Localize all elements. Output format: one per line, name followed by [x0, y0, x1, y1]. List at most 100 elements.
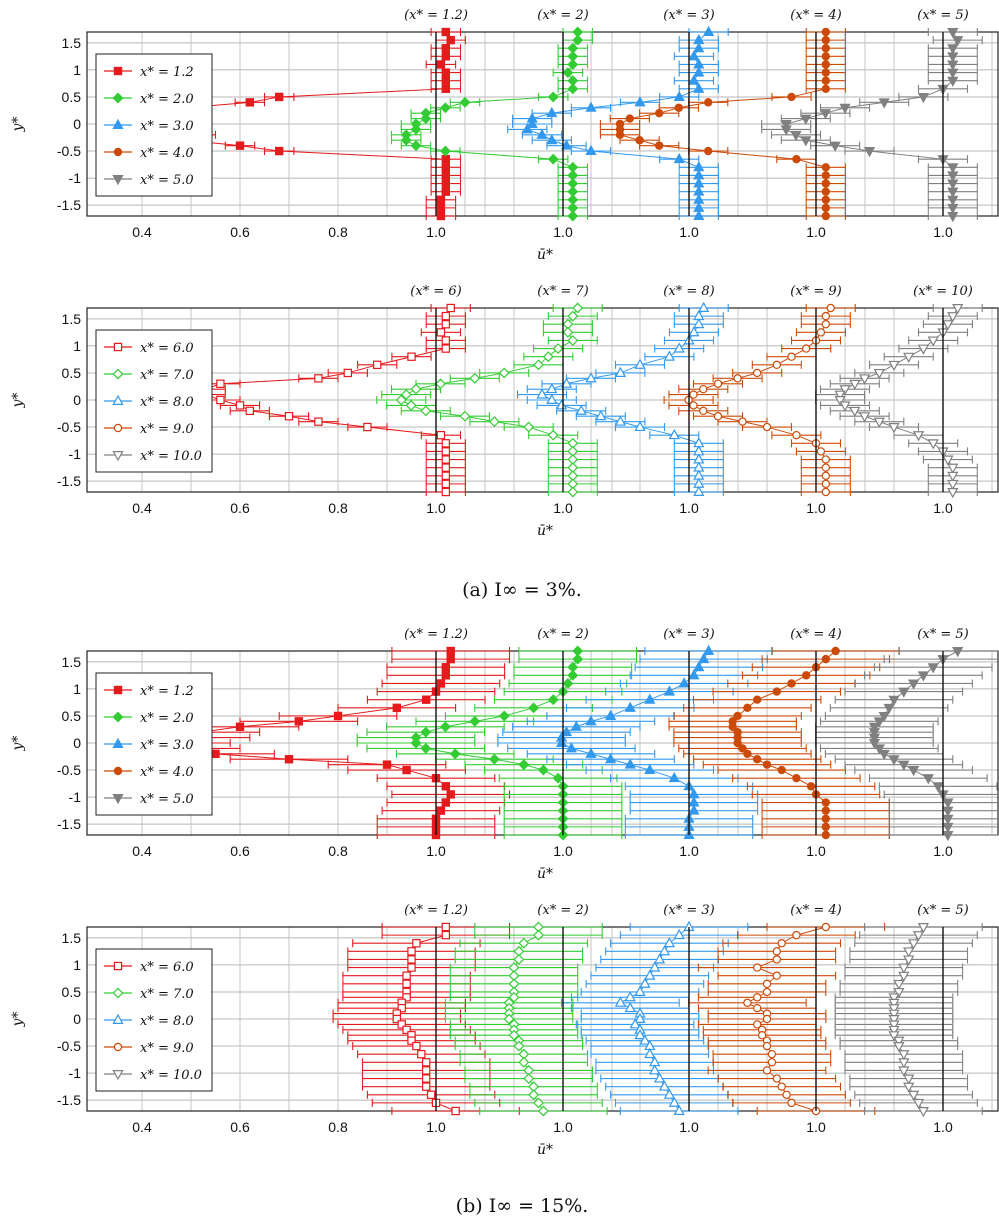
data-point: [806, 782, 816, 791]
data-point: [245, 406, 254, 416]
x-tick-label: 1.0: [806, 843, 826, 859]
data-point: [713, 412, 723, 421]
data-point: [570, 720, 582, 731]
data-point: [738, 744, 747, 753]
data-point: [927, 336, 939, 347]
data-point: [821, 487, 831, 497]
x-tick-label: 0.6: [230, 500, 250, 516]
data-point: [402, 765, 411, 775]
data-point: [407, 963, 416, 972]
data-point: [446, 654, 455, 664]
data-point: [567, 669, 579, 681]
data-point: [668, 1096, 680, 1107]
data-point: [446, 303, 455, 313]
data-point: [947, 179, 959, 190]
data-point: [693, 82, 705, 93]
legend-marker: [112, 711, 124, 723]
data-point: [595, 409, 607, 421]
data-point: [446, 646, 455, 656]
data-point: [878, 749, 890, 761]
plot-frame: [86, 31, 999, 217]
data-point: [235, 722, 245, 731]
data-point: [446, 790, 455, 799]
y-tick-label: 1.5: [62, 654, 82, 670]
data-point: [849, 379, 861, 391]
data-point: [834, 390, 846, 401]
column-title: (x* = 1.2): [404, 8, 468, 23]
data-point: [572, 302, 584, 314]
data-point: [508, 1029, 520, 1041]
x-tick-label: 1.0: [806, 1119, 826, 1135]
y-tick-label: -1.5: [57, 197, 81, 213]
data-point: [562, 678, 574, 689]
data-point: [436, 679, 446, 688]
data-point: [644, 693, 656, 704]
data-point: [762, 987, 772, 997]
y-tick-label: -0.5: [57, 419, 81, 435]
data-point: [211, 749, 220, 759]
data-point: [275, 92, 284, 102]
data-point: [536, 128, 548, 139]
data-point: [673, 152, 685, 164]
data-point: [777, 1082, 786, 1091]
y-tick-label: 0: [73, 116, 81, 132]
data-point: [441, 671, 451, 680]
data-point: [673, 1104, 685, 1116]
x-tick-label: 1.0: [426, 224, 446, 240]
data-point: [382, 760, 392, 769]
legend-marker: [113, 66, 123, 76]
data-point: [407, 955, 416, 964]
data-point: [674, 103, 684, 112]
y-tick-label: 1.5: [62, 35, 82, 51]
legend-label: x* = 9.0: [140, 1041, 194, 1056]
data-point: [693, 209, 705, 220]
data-point: [655, 108, 664, 118]
data-point: [436, 430, 446, 440]
data-point: [753, 1003, 762, 1013]
data-point: [693, 41, 705, 53]
data-point: [947, 28, 959, 39]
data-point: [498, 367, 510, 379]
data-point: [821, 922, 831, 932]
legend-marker: [112, 793, 124, 805]
data-point: [733, 374, 742, 383]
data-point: [800, 114, 812, 125]
data-point: [873, 744, 885, 755]
data-point: [688, 669, 700, 680]
legend-label: x* = 6.0: [140, 341, 194, 356]
series-3: [497, 644, 773, 840]
data-point: [898, 1050, 910, 1061]
data-point: [585, 101, 597, 112]
data-point: [787, 92, 796, 102]
data-point: [792, 154, 801, 164]
data-point: [663, 350, 676, 361]
series-2: [376, 302, 603, 498]
data-point: [888, 755, 900, 766]
data-point: [888, 1004, 900, 1015]
data-point: [839, 103, 851, 115]
data-point: [688, 74, 700, 85]
data-point: [655, 141, 664, 150]
data-point: [426, 1090, 436, 1099]
data-point: [397, 1003, 406, 1013]
data-point: [821, 171, 831, 180]
x-tick-label: 1.0: [933, 1119, 953, 1135]
x-tick-label: 0.6: [230, 843, 250, 859]
data-point: [907, 766, 920, 777]
data-point: [402, 979, 411, 989]
data-point: [780, 125, 792, 136]
legend-label: x* = 4.0: [140, 765, 194, 780]
data-point: [888, 1009, 900, 1020]
data-point: [459, 410, 471, 422]
data-point: [858, 374, 871, 385]
column-title: (x* = 4): [790, 8, 841, 23]
data-point: [753, 755, 762, 764]
x-tick-label: 1.0: [553, 500, 573, 516]
legend: x* = 6.0 x* = 7.0 x* = 8.0 x* = 9.0 x* = 10.…: [95, 329, 213, 473]
data-point: [658, 945, 671, 956]
series-4: [663, 303, 856, 497]
data-point: [821, 806, 831, 815]
data-point: [868, 728, 881, 739]
data-point: [649, 961, 661, 972]
column-title: (x* = 2): [537, 903, 588, 918]
